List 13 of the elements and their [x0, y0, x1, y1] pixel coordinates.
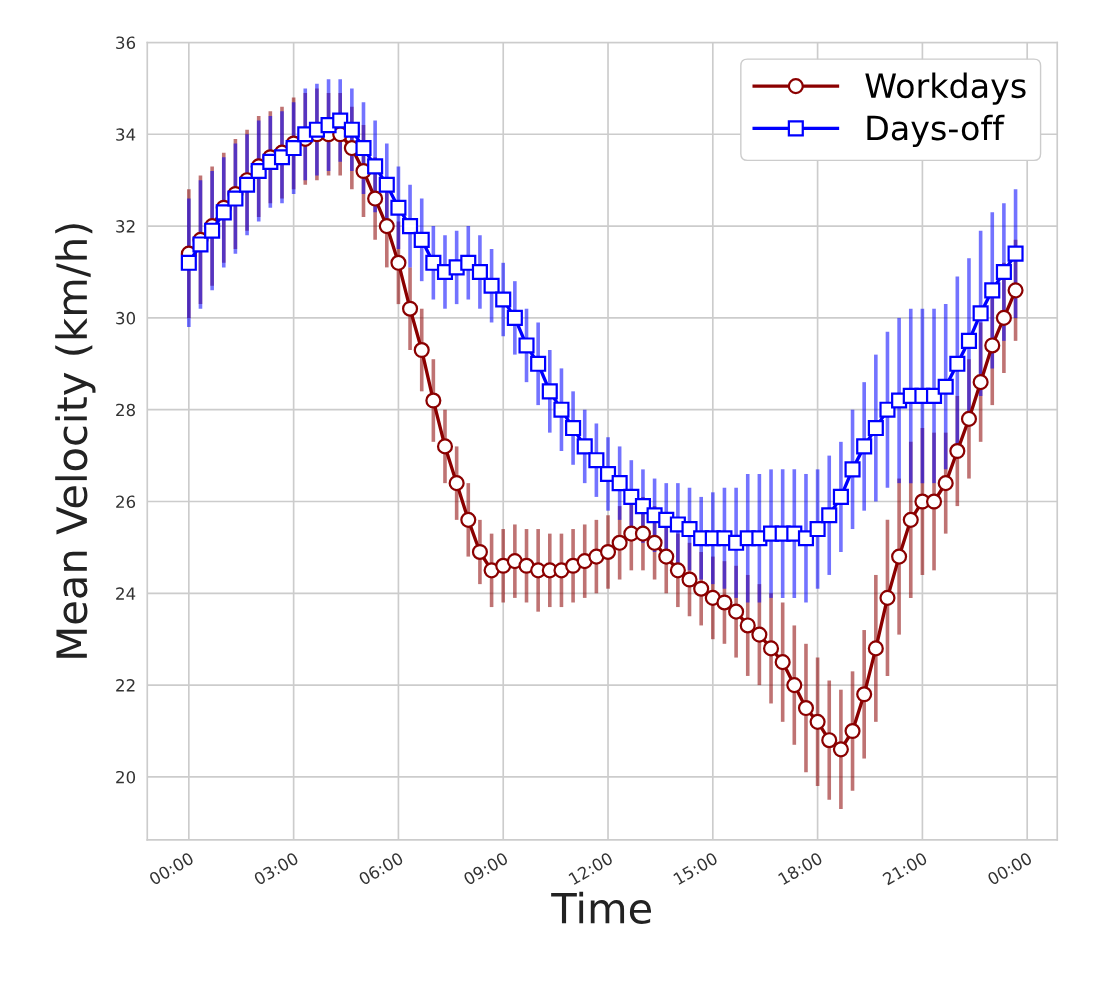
y-tick-label: 24 — [116, 587, 136, 600]
y-tick-label: 28 — [116, 403, 136, 417]
legend-label: Days-off — [867, 114, 1005, 147]
y-tick-label: 20 — [116, 770, 136, 784]
y-tick-label: 32 — [116, 220, 135, 233]
y-tick-label: 22 — [116, 679, 135, 692]
y-tick-label: 36 — [116, 36, 136, 50]
y-tick-label: 34 — [116, 128, 136, 141]
x-axis-title: Time — [551, 891, 652, 924]
y-axis-title: Mean Velocity (km/h) — [55, 224, 96, 658]
legend-label: Workdays — [865, 72, 1026, 105]
y-tick-label: 26 — [116, 495, 136, 509]
y-tick-label: 30 — [116, 311, 136, 325]
